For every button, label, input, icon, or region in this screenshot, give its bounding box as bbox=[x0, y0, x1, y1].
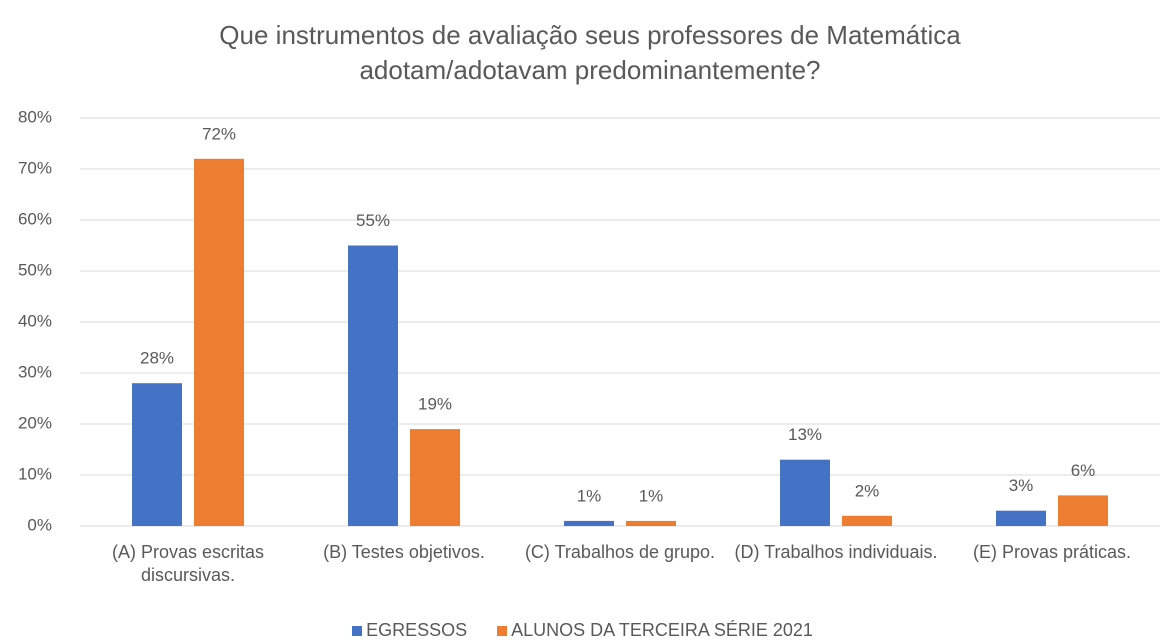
bar bbox=[194, 158, 244, 527]
y-tick-label: 40% bbox=[18, 311, 52, 330]
y-tick-label: 70% bbox=[18, 158, 52, 177]
bar bbox=[626, 520, 676, 526]
legend-label: ALUNOS DA TERCEIRA SÉRIE 2021 bbox=[511, 620, 813, 640]
y-tick-label: 10% bbox=[18, 464, 52, 483]
data-label: 19% bbox=[418, 395, 452, 414]
legend: EGRESSOS ALUNOS DA TERCEIRA SÉRIE 2021 bbox=[0, 620, 1165, 641]
bar bbox=[842, 515, 892, 526]
bar bbox=[132, 383, 182, 526]
data-label: 1% bbox=[577, 486, 602, 505]
data-label: 55% bbox=[356, 211, 390, 230]
x-tick-label: (B) Testes objetivos. bbox=[323, 542, 485, 562]
data-label: 72% bbox=[202, 124, 236, 143]
y-tick-label: 30% bbox=[18, 362, 52, 381]
bar bbox=[996, 510, 1046, 526]
bar bbox=[780, 459, 830, 526]
bar bbox=[410, 429, 460, 526]
legend-item: ALUNOS DA TERCEIRA SÉRIE 2021 bbox=[497, 620, 813, 641]
legend-swatch bbox=[352, 625, 363, 636]
data-label: 3% bbox=[1009, 476, 1034, 495]
y-tick-label: 60% bbox=[18, 209, 52, 228]
x-tick-label: (D) Trabalhos individuais. bbox=[734, 542, 938, 562]
y-tick-label: 0% bbox=[27, 515, 52, 534]
bar bbox=[348, 245, 398, 526]
data-label: 1% bbox=[639, 486, 664, 505]
y-tick-label: 50% bbox=[18, 260, 52, 279]
y-tick-label: 80% bbox=[18, 107, 52, 126]
data-label: 2% bbox=[855, 481, 880, 500]
y-tick-label: 20% bbox=[18, 413, 52, 432]
bar bbox=[1058, 495, 1108, 526]
legend-item: EGRESSOS bbox=[352, 620, 467, 641]
x-tick-label: (A) Provas escritas discursivas. bbox=[111, 542, 265, 585]
data-label: 28% bbox=[140, 349, 174, 368]
legend-label: EGRESSOS bbox=[366, 620, 468, 640]
chart-title: Que instrumentos de avaliação seus profe… bbox=[219, 20, 961, 85]
legend-swatch bbox=[497, 625, 508, 636]
x-tick-label: (C) Trabalhos de grupo. bbox=[524, 542, 716, 562]
x-tick-label: (E) Provas práticas. bbox=[972, 542, 1132, 562]
data-label: 6% bbox=[1071, 461, 1096, 480]
bar bbox=[564, 520, 614, 526]
data-label: 13% bbox=[788, 425, 822, 444]
